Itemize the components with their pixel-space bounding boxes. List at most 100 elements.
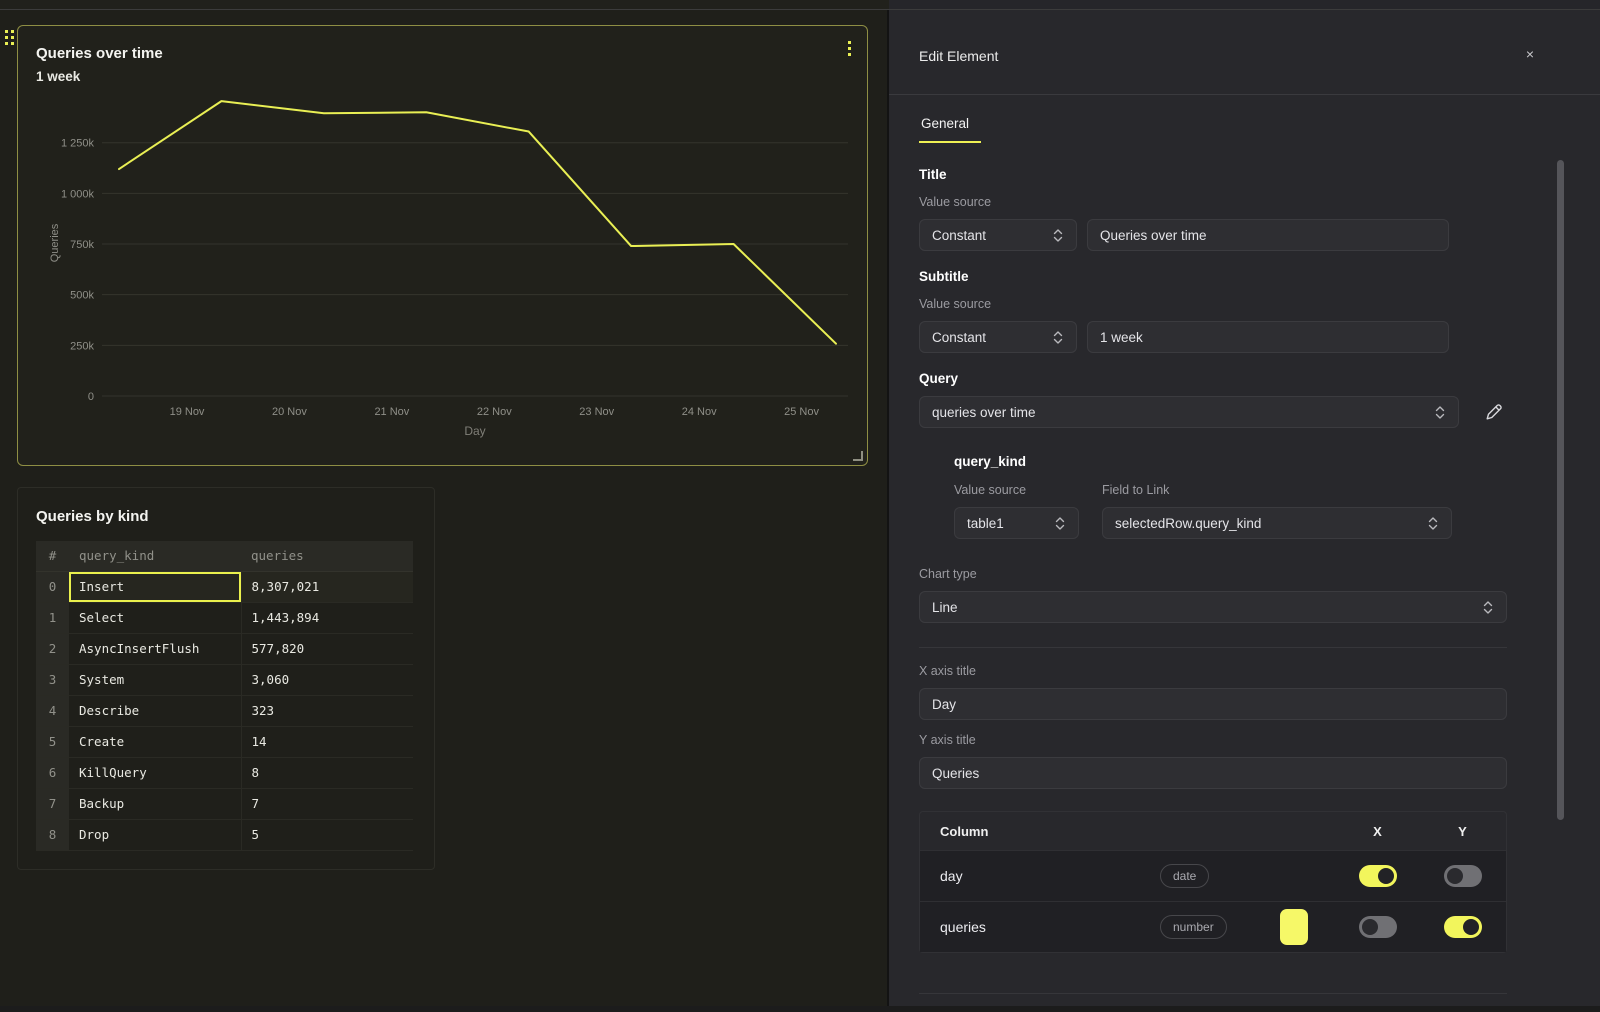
query-kind-cell[interactable]: System: [69, 664, 241, 696]
queries-cell[interactable]: 8: [240, 757, 413, 789]
svg-text:19 Nov: 19 Nov: [170, 406, 205, 418]
drag-handle-icon[interactable]: [5, 30, 14, 45]
svg-text:25 Nov: 25 Nov: [784, 406, 819, 418]
dashboard-canvas: Queries over time 1 week 0 250k 500k 750k 1 …: [0, 10, 889, 1006]
svg-text:21 Nov: 21 Nov: [374, 406, 409, 418]
queries-cell[interactable]: 7: [240, 788, 413, 820]
row-index: 7: [36, 788, 69, 820]
subtitle-value-source-label: Value source: [919, 297, 992, 311]
toggle-knob: [1446, 868, 1463, 884]
query-kind-source-select[interactable]: table1: [954, 507, 1079, 539]
table-row: 8 Drop 5: [36, 819, 413, 851]
table-row: 0 Insert 8,307,021: [36, 571, 413, 603]
scrollbar-thumb[interactable]: [1557, 160, 1564, 820]
svg-text:24 Nov: 24 Nov: [682, 406, 717, 418]
query-kind-cell[interactable]: Select: [69, 602, 241, 634]
chevrons-up-down-icon: [1427, 516, 1439, 531]
table-panel[interactable]: Queries by kind # query_kind queries 0 In…: [17, 487, 435, 870]
query-kind-cell[interactable]: Create: [69, 726, 241, 758]
query-select[interactable]: queries over time: [919, 396, 1459, 428]
x-axis-title-input[interactable]: Day: [919, 688, 1507, 720]
queries-cell[interactable]: 8,307,021: [240, 571, 413, 603]
y-axis-toggle[interactable]: [1443, 865, 1482, 887]
query-kind-cell[interactable]: Describe: [69, 695, 241, 727]
x-axis-title-value: Day: [932, 696, 957, 712]
queries-cell[interactable]: 5: [240, 819, 413, 851]
row-index: 6: [36, 757, 69, 789]
divider: [919, 647, 1507, 648]
query-kind-field-label: Field to Link: [1102, 483, 1170, 497]
query-kind-cell[interactable]: Drop: [69, 819, 241, 851]
section-title-heading: Title: [919, 167, 947, 182]
queries-cell[interactable]: 14: [240, 726, 413, 758]
series-color-swatch[interactable]: [1280, 909, 1308, 945]
query-kind-source-value: table1: [967, 515, 1004, 531]
bottom-strip: [0, 1006, 1600, 1012]
line-chart: 0 250k 500k 750k 1 000k 1 250k 19 Nov 20 Nov 21 …: [49, 100, 848, 438]
x-axis-title-label: X axis title: [919, 664, 976, 678]
chart-type-select[interactable]: Line: [919, 591, 1507, 623]
queries-cell[interactable]: 1,443,894: [240, 602, 413, 634]
query-kind-cell[interactable]: KillQuery: [69, 757, 241, 789]
y-axis-title-input[interactable]: Queries: [919, 757, 1507, 789]
chevrons-up-down-icon: [1052, 330, 1064, 345]
query-kind-cell[interactable]: Backup: [69, 788, 241, 820]
x-axis-toggle[interactable]: [1358, 865, 1397, 887]
column-header-queries: queries: [241, 541, 413, 572]
svg-text:1 000k: 1 000k: [61, 188, 95, 200]
title-value-source-label: Value source: [919, 195, 992, 209]
chevrons-up-down-icon: [1054, 516, 1066, 531]
x-axis-toggle[interactable]: [1358, 916, 1397, 938]
title-source-select[interactable]: Constant: [919, 219, 1077, 251]
columns-header-x: X: [1373, 823, 1382, 839]
resize-handle[interactable]: [853, 451, 863, 461]
svg-text:20 Nov: 20 Nov: [272, 406, 307, 418]
subtitle-source-select[interactable]: Constant: [919, 321, 1077, 353]
svg-text:Day: Day: [464, 424, 485, 438]
queries-cell[interactable]: 323: [240, 695, 413, 727]
queries-table: # query_kind queries 0 Insert 8,307,021 1 Se…: [36, 541, 413, 851]
query-kind-field-select[interactable]: selectedRow.query_kind: [1102, 507, 1452, 539]
columns-header-column: Column: [940, 823, 989, 839]
edit-query-pencil-icon[interactable]: [1483, 401, 1505, 423]
queries-cell[interactable]: 577,820: [240, 633, 413, 665]
inspector-title: Edit Element: [919, 48, 999, 64]
column-header-query-kind: query_kind: [69, 541, 241, 572]
table-row: 3 System 3,060: [36, 664, 413, 696]
subtitle-value-input[interactable]: 1 week: [1087, 321, 1449, 353]
svg-text:0: 0: [88, 391, 94, 403]
chart-panel[interactable]: Queries over time 1 week 0 250k 500k 750k 1 …: [17, 25, 868, 466]
inspector-tabs: General: [889, 95, 1600, 143]
toggle-knob: [1462, 919, 1479, 935]
query-kind-cell[interactable]: AsyncInsertFlush: [69, 633, 241, 665]
svg-text:500k: 500k: [70, 290, 94, 302]
title-source-value: Constant: [932, 227, 987, 243]
svg-text:750k: 750k: [70, 239, 94, 251]
column-type-badge: number: [1160, 915, 1227, 939]
queries-cell[interactable]: 3,060: [240, 664, 413, 696]
query-select-value: queries over time: [932, 404, 1036, 420]
column-header-index: #: [36, 541, 69, 572]
subtitle-source-value: Constant: [932, 329, 987, 345]
chevrons-up-down-icon: [1434, 405, 1446, 420]
row-index: 3: [36, 664, 69, 696]
tab-general[interactable]: General: [919, 116, 982, 143]
column-row: day date: [920, 850, 1506, 901]
column-type-badge: date: [1160, 864, 1210, 888]
column-name: day: [940, 868, 963, 884]
table-row: 4 Describe 323: [36, 695, 413, 727]
title-value-input[interactable]: Queries over time: [1087, 219, 1449, 251]
divider: [919, 993, 1507, 994]
y-axis-title-value: Queries: [932, 765, 980, 781]
columns-header-y: Y: [1458, 823, 1467, 839]
query-kind-field-value: selectedRow.query_kind: [1115, 515, 1262, 531]
kebab-menu-icon[interactable]: [848, 41, 851, 56]
columns-table: Column X Y day date queries number: [919, 811, 1507, 953]
y-axis-title-label: Y axis title: [919, 733, 976, 747]
query-kind-cell[interactable]: Insert: [69, 571, 241, 603]
columns-table-header: Column X Y: [920, 812, 1506, 850]
subtitle-value-text: 1 week: [1100, 329, 1143, 345]
close-icon[interactable]: ×: [1525, 46, 1534, 62]
y-axis-toggle[interactable]: [1443, 916, 1482, 938]
table-row: 6 KillQuery 8: [36, 757, 413, 789]
